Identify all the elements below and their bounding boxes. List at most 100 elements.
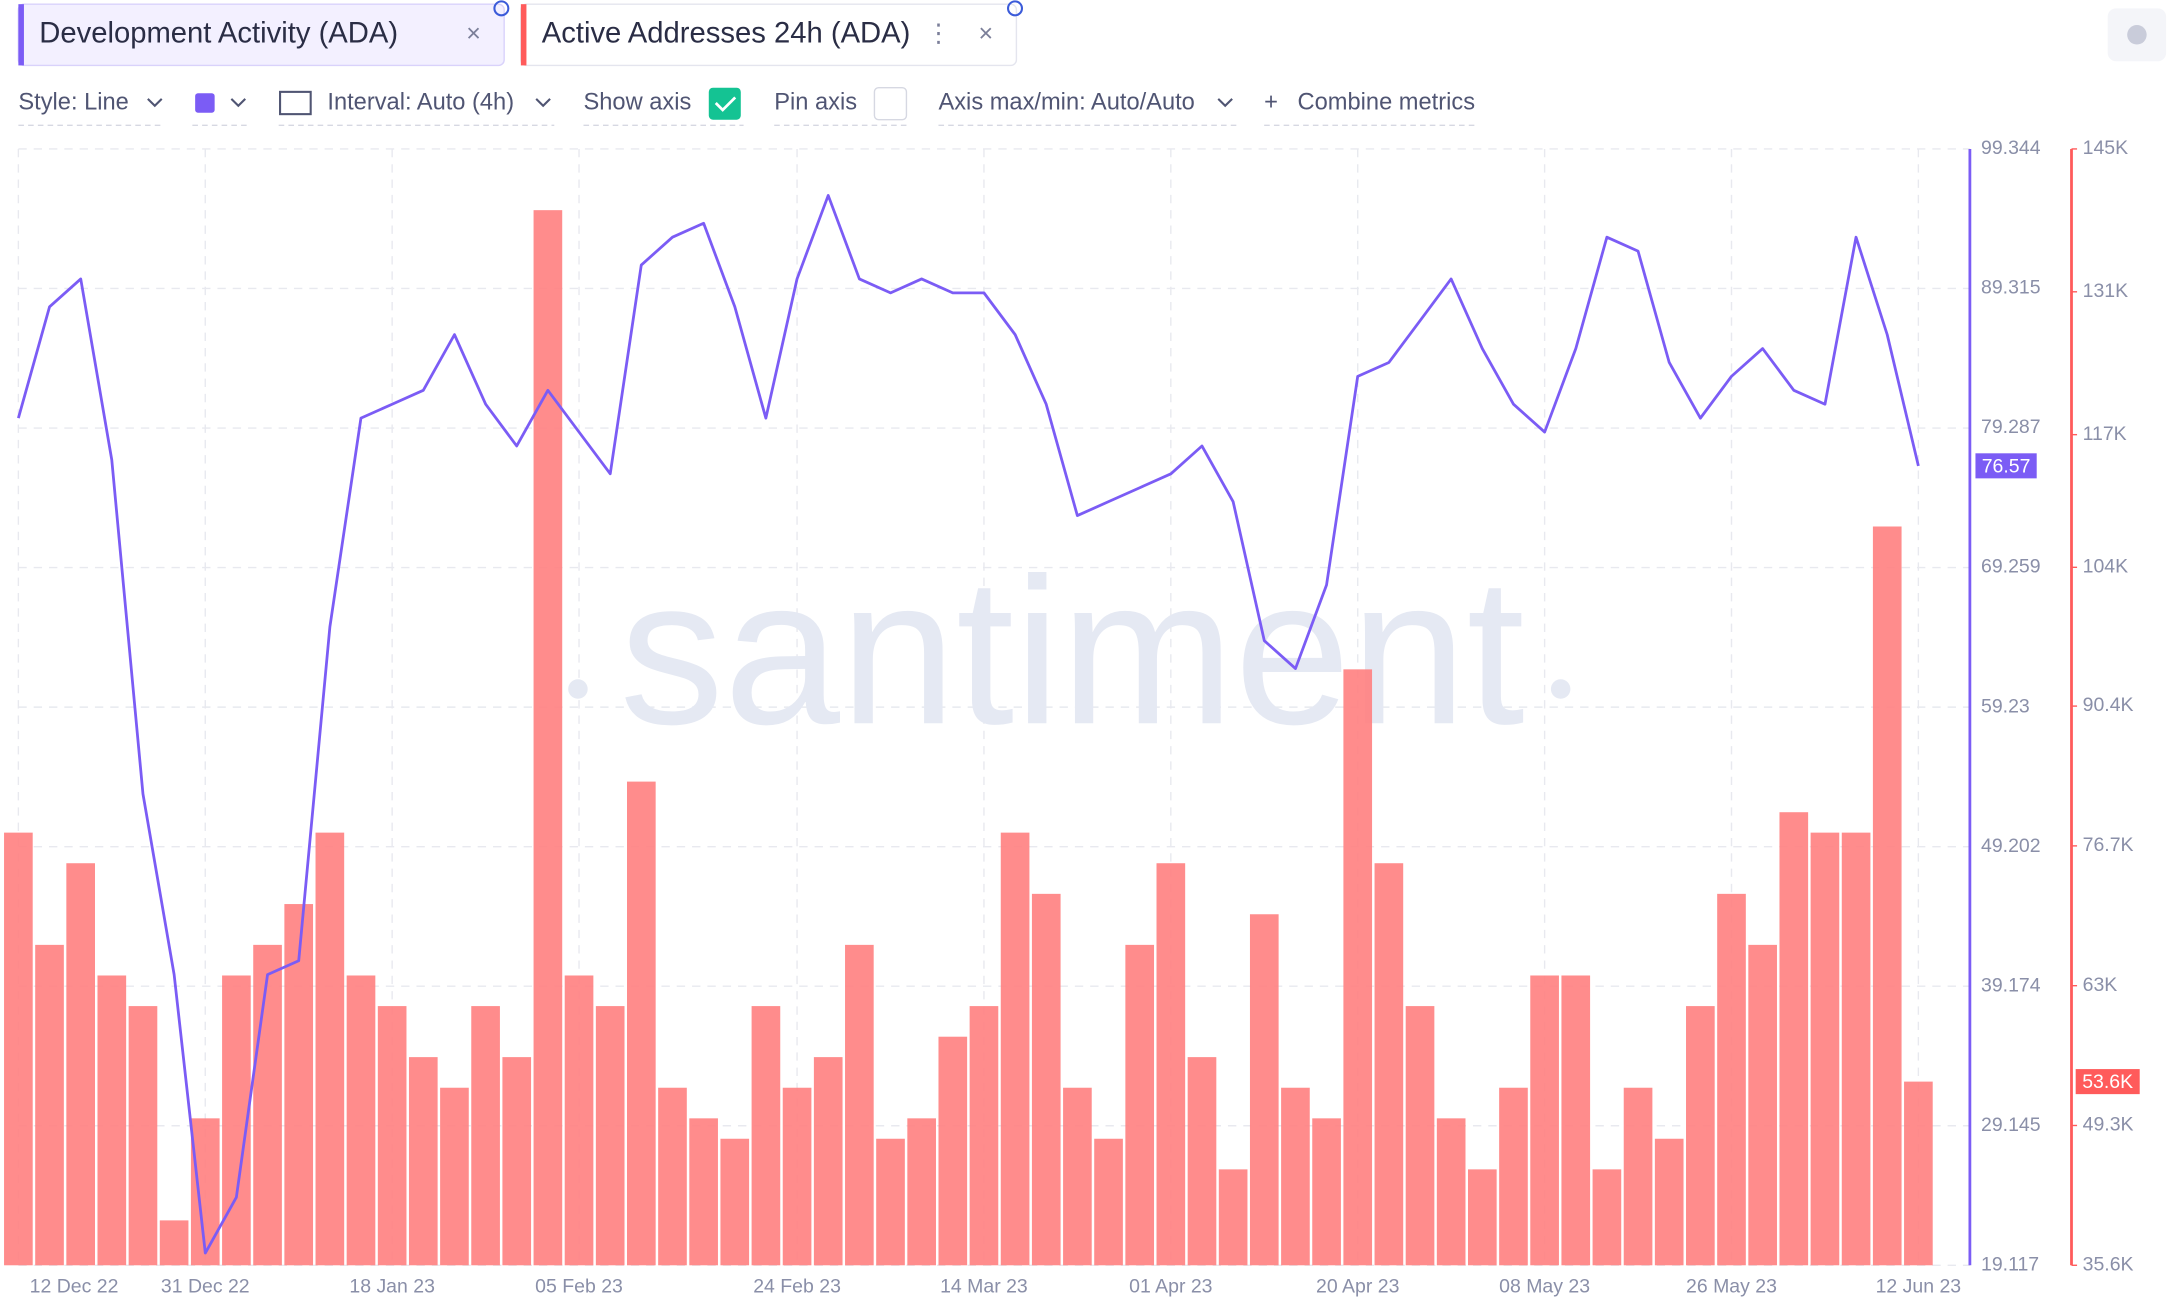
bar (1218, 1169, 1248, 1266)
checkbox-checked[interactable] (708, 87, 741, 120)
y2-tick-label: 117K (2083, 423, 2127, 445)
bar (408, 1057, 438, 1266)
y-tick-label: 59.23 (1981, 695, 2030, 717)
color-select[interactable] (195, 93, 215, 113)
y-tick-label: 29.145 (1981, 1114, 2041, 1136)
y2-tick-label: 104K (2083, 555, 2128, 577)
bar (471, 1006, 500, 1266)
bar (1499, 1087, 1528, 1266)
menu-icon[interactable]: ⋮ (926, 19, 951, 47)
x-tick-label: 12 Dec 22 (30, 1276, 119, 1298)
bar (1717, 893, 1746, 1266)
close-icon[interactable]: × (978, 19, 993, 47)
axis-minmax-select[interactable]: Axis max/min: Auto/Auto (938, 89, 1194, 115)
last-value-label: 53.6K (2082, 1071, 2133, 1093)
bar (1125, 944, 1155, 1266)
tab-label: Active Addresses 24h (ADA) (542, 18, 911, 50)
bar (689, 1118, 718, 1266)
toolbar: Style: Line Interval: Auto (4h) Show axi… (18, 86, 1479, 126)
watermark-dot (568, 679, 588, 699)
bar (159, 1220, 189, 1266)
bar (1779, 812, 1809, 1266)
chevron (147, 98, 163, 108)
last-value-badge (1975, 453, 2037, 479)
coin-icon (493, 0, 510, 17)
bar (1436, 1118, 1466, 1266)
bar (1872, 526, 1902, 1266)
bar (1654, 1138, 1684, 1266)
y2-tick-label: 63K (2083, 974, 2118, 996)
tab-accent (18, 4, 24, 66)
x-tick-label: 31 Dec 22 (161, 1276, 250, 1298)
line (17, 194, 1920, 1255)
bar (346, 975, 376, 1266)
last-value-badge (2075, 1069, 2140, 1095)
bar (1623, 1087, 1653, 1266)
bar (813, 1057, 843, 1266)
y-tick-label: 49.202 (1981, 835, 2041, 857)
bar (1561, 975, 1591, 1266)
chevron (535, 98, 551, 108)
y-tick-label: 89.315 (1981, 277, 2041, 299)
x-tick-label: 05 Feb 23 (535, 1276, 623, 1298)
y-tick-label: 19.117 (1981, 1253, 2039, 1275)
x-tick-label: 20 Apr 23 (1316, 1276, 1399, 1298)
chevron (230, 98, 247, 108)
bar (377, 1006, 407, 1266)
checkbox[interactable] (873, 86, 908, 121)
close-icon[interactable]: × (466, 19, 481, 47)
bar (782, 1087, 812, 1266)
bar (1810, 832, 1840, 1266)
watermark-dot (1550, 679, 1571, 699)
x-tick-label: 26 May 23 (1686, 1276, 1777, 1298)
bar (97, 975, 127, 1266)
bar (1343, 669, 1373, 1266)
y2-tick-label: 90.4K (2083, 694, 2134, 716)
bar (564, 975, 594, 1266)
bar (876, 1138, 905, 1266)
combine-metrics[interactable]: Combine metrics (1298, 89, 1475, 115)
bar (1686, 1006, 1715, 1266)
pin-axis-label[interactable]: Pin axis (774, 89, 857, 115)
last-value-label: 76.57 (1982, 455, 2031, 477)
bar (315, 832, 345, 1266)
tab-label: Development Activity (ADA) (39, 18, 398, 50)
bar (502, 1057, 532, 1266)
y2-tick-label: 145K (2083, 137, 2128, 159)
plus-icon: + (1264, 89, 1278, 115)
coin-icon (1007, 0, 1024, 17)
settings-icon (2127, 25, 2147, 45)
bar (4, 832, 33, 1266)
bar (751, 1006, 781, 1266)
x-tick-label: 12 Jun 23 (1876, 1276, 1962, 1298)
bar (66, 863, 95, 1266)
bar (1405, 1006, 1435, 1266)
bar (1592, 1169, 1622, 1266)
bar (253, 944, 282, 1266)
tab-accent (520, 4, 527, 66)
bar (1000, 832, 1030, 1266)
bar (1281, 1087, 1310, 1266)
bar (627, 781, 656, 1266)
style-select[interactable]: Style: Line (18, 89, 128, 115)
bar (440, 1087, 469, 1266)
x-tick-label: 24 Feb 23 (753, 1276, 841, 1298)
bar (1031, 893, 1061, 1266)
bar (1841, 832, 1871, 1266)
show-axis-label[interactable]: Show axis (584, 89, 692, 115)
bar (1467, 1169, 1497, 1266)
y2-tick-label: 35.6K (2083, 1253, 2134, 1275)
interval-icon (279, 90, 312, 116)
bar (1063, 1087, 1092, 1266)
interval-select[interactable]: Interval: Auto (4h) (327, 89, 514, 115)
y2-tick-label: 131K (2083, 280, 2128, 302)
bar (969, 1006, 999, 1266)
bar (658, 1087, 687, 1266)
bar (128, 1006, 158, 1266)
y-tick-label: 39.174 (1981, 974, 2041, 996)
bar (1748, 944, 1777, 1266)
grid: 99.344 89.315 79.287 69.259 59.23 49.202 39.17… (17, 137, 2134, 1298)
check-icon (714, 96, 737, 112)
